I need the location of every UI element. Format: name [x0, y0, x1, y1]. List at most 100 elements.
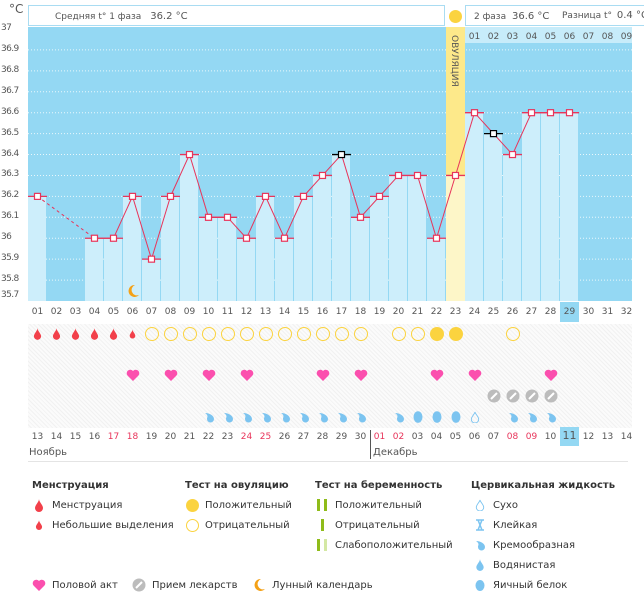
cycle-day-label[interactable]: 08: [164, 307, 177, 317]
pill-icon[interactable]: [503, 386, 522, 405]
ovu-negative-icon[interactable]: [142, 324, 161, 343]
fluid-creamy-icon[interactable]: [294, 407, 313, 426]
heart-icon[interactable]: [237, 365, 256, 384]
cycle-day-label[interactable]: 05: [107, 307, 120, 317]
heart-icon[interactable]: [313, 365, 332, 384]
fluid-egg-icon[interactable]: [408, 407, 427, 426]
ovu-positive-icon[interactable]: [446, 324, 465, 343]
calendar-date[interactable]: 27: [297, 432, 310, 442]
fluid-dry-icon[interactable]: [465, 407, 484, 426]
calendar-date[interactable]: 09: [525, 432, 538, 442]
cycle-day-label[interactable]: 31: [601, 307, 614, 317]
calendar-date[interactable]: 18: [126, 432, 139, 442]
cycle-day-label[interactable]: 04: [88, 307, 101, 317]
fluid-creamy-icon[interactable]: [389, 407, 408, 426]
calendar-date[interactable]: 21: [183, 432, 196, 442]
calendar-date[interactable]: 15: [69, 432, 82, 442]
ovu-negative-icon[interactable]: [199, 324, 218, 343]
drop-big-icon[interactable]: [28, 324, 47, 343]
calendar-date[interactable]: 14: [620, 432, 633, 442]
cycle-day-label[interactable]: 19: [373, 307, 386, 317]
cycle-day-label[interactable]: 10: [202, 307, 215, 317]
calendar-date[interactable]: 24: [240, 432, 253, 442]
cycle-day-label[interactable]: 07: [145, 307, 158, 317]
cycle-day-label[interactable]: 09: [183, 307, 196, 317]
fluid-creamy-icon[interactable]: [541, 407, 560, 426]
heart-icon[interactable]: [465, 365, 484, 384]
fluid-creamy-icon[interactable]: [218, 407, 237, 426]
calendar-date[interactable]: 13: [31, 432, 44, 442]
calendar-date[interactable]: 25: [259, 432, 272, 442]
fluid-creamy-icon[interactable]: [351, 407, 370, 426]
heart-icon[interactable]: [199, 365, 218, 384]
ovu-negative-icon[interactable]: [161, 324, 180, 343]
fluid-creamy-icon[interactable]: [313, 407, 332, 426]
drop-big-icon[interactable]: [47, 324, 66, 343]
heart-icon[interactable]: [541, 365, 560, 384]
ovu-negative-icon[interactable]: [256, 324, 275, 343]
calendar-date[interactable]: 04: [430, 432, 443, 442]
fluid-creamy-icon[interactable]: [503, 407, 522, 426]
calendar-date[interactable]: 16: [88, 432, 101, 442]
fluid-creamy-icon[interactable]: [199, 407, 218, 426]
ovu-negative-icon[interactable]: [389, 324, 408, 343]
ovu-positive-icon[interactable]: [427, 324, 446, 343]
pill-icon[interactable]: [541, 386, 560, 405]
drop-small-icon[interactable]: [123, 324, 142, 343]
fluid-creamy-icon[interactable]: [256, 407, 275, 426]
calendar-date[interactable]: 11: [560, 427, 579, 446]
heart-icon[interactable]: [161, 365, 180, 384]
cycle-day-label[interactable]: 26: [506, 307, 519, 317]
ovu-negative-icon[interactable]: [332, 324, 351, 343]
calendar-date[interactable]: 08: [506, 432, 519, 442]
cycle-day-label[interactable]: 13: [259, 307, 272, 317]
cycle-day-label[interactable]: 27: [525, 307, 538, 317]
pill-icon[interactable]: [484, 386, 503, 405]
fluid-creamy-icon[interactable]: [275, 407, 294, 426]
cycle-day-label[interactable]: 22: [430, 307, 443, 317]
cycle-day-label[interactable]: 06: [126, 307, 139, 317]
calendar-date[interactable]: 10: [544, 432, 557, 442]
calendar-date[interactable]: 19: [145, 432, 158, 442]
ovu-negative-icon[interactable]: [237, 324, 256, 343]
calendar-date[interactable]: 20: [164, 432, 177, 442]
calendar-date[interactable]: 28: [316, 432, 329, 442]
ovu-negative-icon[interactable]: [180, 324, 199, 343]
calendar-date[interactable]: 01: [373, 432, 386, 442]
cycle-day-label[interactable]: 15: [297, 307, 310, 317]
fluid-egg-icon[interactable]: [446, 407, 465, 426]
calendar-date[interactable]: 26: [278, 432, 291, 442]
ovu-negative-icon[interactable]: [275, 324, 294, 343]
calendar-date[interactable]: 12: [582, 432, 595, 442]
cycle-day-label[interactable]: 24: [468, 307, 481, 317]
ovu-negative-icon[interactable]: [351, 324, 370, 343]
cycle-day-label[interactable]: 16: [316, 307, 329, 317]
calendar-date[interactable]: 23: [221, 432, 234, 442]
cycle-day-label[interactable]: 29: [560, 302, 579, 322]
cycle-day-label[interactable]: 12: [240, 307, 253, 317]
cycle-day-label[interactable]: 32: [620, 307, 633, 317]
cycle-day-label[interactable]: 30: [582, 307, 595, 317]
cycle-day-label[interactable]: 18: [354, 307, 367, 317]
ovu-negative-icon[interactable]: [294, 324, 313, 343]
calendar-date[interactable]: 14: [50, 432, 63, 442]
calendar-date[interactable]: 03: [411, 432, 424, 442]
ovu-negative-icon[interactable]: [313, 324, 332, 343]
ovu-negative-icon[interactable]: [503, 324, 522, 343]
calendar-date[interactable]: 02: [392, 432, 405, 442]
calendar-date[interactable]: 05: [449, 432, 462, 442]
calendar-date[interactable]: 07: [487, 432, 500, 442]
calendar-date[interactable]: 30: [354, 432, 367, 442]
cycle-day-label[interactable]: 11: [221, 307, 234, 317]
cycle-day-label[interactable]: 21: [411, 307, 424, 317]
cycle-day-label[interactable]: 25: [487, 307, 500, 317]
cycle-day-label[interactable]: 03: [69, 307, 82, 317]
pill-icon[interactable]: [522, 386, 541, 405]
heart-icon[interactable]: [351, 365, 370, 384]
calendar-date[interactable]: 17: [107, 432, 120, 442]
ovu-negative-icon[interactable]: [408, 324, 427, 343]
cycle-day-label[interactable]: 20: [392, 307, 405, 317]
cycle-day-label[interactable]: 14: [278, 307, 291, 317]
ovu-negative-icon[interactable]: [218, 324, 237, 343]
calendar-date[interactable]: 13: [601, 432, 614, 442]
